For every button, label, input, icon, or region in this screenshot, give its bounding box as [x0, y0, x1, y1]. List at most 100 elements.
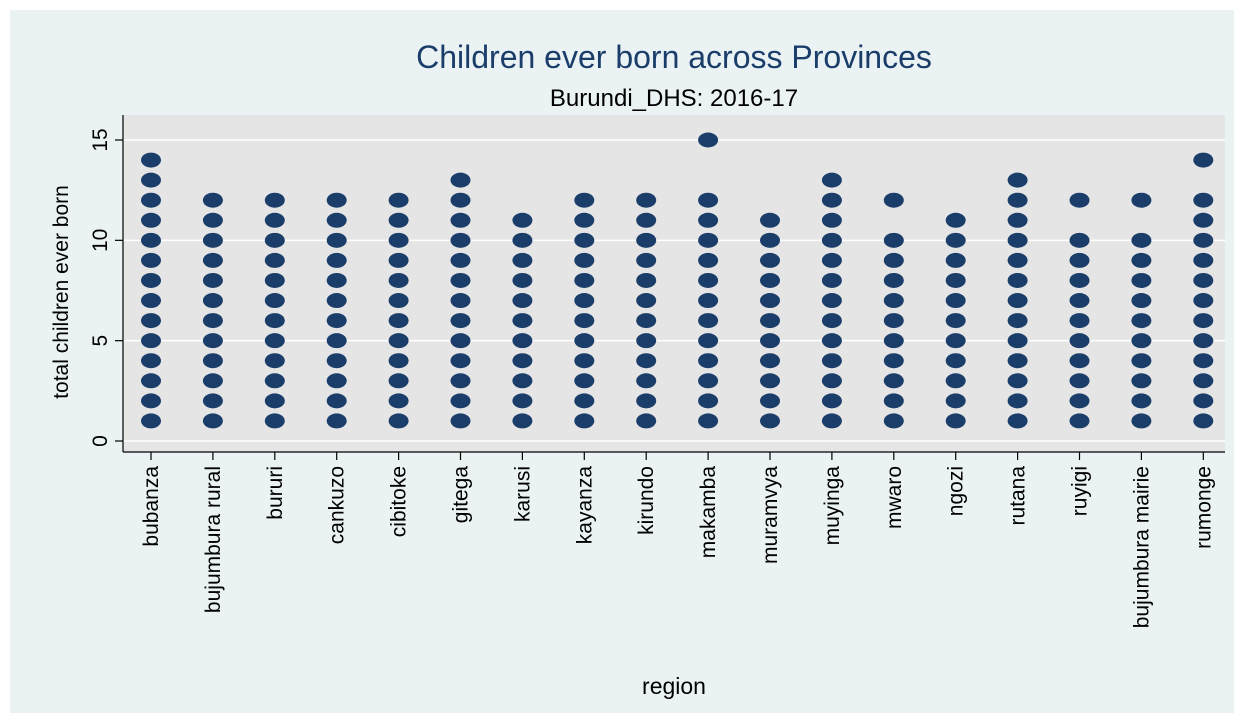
data-point [1131, 413, 1152, 429]
data-point [636, 353, 657, 369]
data-point [512, 252, 533, 268]
data-point [821, 212, 842, 228]
data-point [1007, 333, 1028, 349]
data-point [202, 333, 223, 349]
data-point [821, 393, 842, 409]
data-point [388, 232, 409, 248]
data-point [821, 413, 842, 429]
data-point [202, 212, 223, 228]
chart: 0 5 10 15 bubanza bujumbura rural bururi canku… [50, 39, 1225, 699]
chart-frame: 0 5 10 15 bubanza bujumbura rural bururi canku… [10, 10, 1234, 713]
data-point [760, 232, 780, 248]
data-point [1069, 333, 1090, 349]
data-point [821, 333, 842, 349]
data-point [760, 373, 780, 389]
y-axis: 0 5 10 15 [89, 115, 124, 452]
data-point [698, 132, 719, 148]
data-point [1069, 232, 1090, 248]
data-points [141, 132, 1214, 429]
data-point [636, 373, 657, 389]
data-point [202, 192, 223, 208]
data-point [883, 192, 904, 208]
data-point [450, 272, 471, 288]
x-tick-label: kirundo [635, 466, 658, 535]
data-point [1007, 293, 1028, 309]
data-point [698, 313, 719, 329]
data-point [945, 313, 966, 329]
y-tick-label: 15 [89, 128, 112, 151]
data-point [698, 212, 719, 228]
data-point [1069, 313, 1090, 329]
data-point [574, 212, 595, 228]
data-point [202, 373, 223, 389]
data-point [883, 313, 904, 329]
data-point [760, 212, 780, 228]
data-point [512, 353, 533, 369]
data-point [821, 272, 842, 288]
data-point [574, 373, 595, 389]
x-tick-label: mwaro [883, 466, 906, 529]
data-point [883, 393, 904, 409]
data-point [698, 192, 719, 208]
data-point [264, 373, 285, 389]
data-point [512, 373, 533, 389]
data-point [636, 393, 657, 409]
data-point [1193, 293, 1214, 309]
data-point [1193, 413, 1214, 429]
data-point [760, 313, 780, 329]
data-point [141, 373, 161, 389]
data-point [141, 232, 161, 248]
data-point [264, 333, 285, 349]
data-point [264, 212, 285, 228]
data-point [202, 293, 223, 309]
data-point [883, 232, 904, 248]
data-point [698, 353, 719, 369]
data-point [760, 333, 780, 349]
data-point [1007, 353, 1028, 369]
data-point [202, 272, 223, 288]
data-point [636, 212, 657, 228]
data-point [1007, 232, 1028, 248]
data-point [821, 232, 842, 248]
data-point [574, 413, 595, 429]
data-point [945, 413, 966, 429]
data-point [388, 293, 409, 309]
data-point [326, 393, 347, 409]
data-point [1007, 393, 1028, 409]
data-point [1007, 172, 1028, 188]
data-point [450, 353, 471, 369]
data-point [264, 393, 285, 409]
y-tick-label: 5 [89, 335, 112, 347]
data-point [512, 212, 533, 228]
data-point [821, 313, 842, 329]
y-axis-label: total children ever born [50, 185, 73, 399]
data-point [698, 252, 719, 268]
x-tick-label: muyinga [821, 466, 844, 546]
data-point [326, 353, 347, 369]
data-point [141, 252, 161, 268]
data-point [636, 232, 657, 248]
data-point [698, 333, 719, 349]
data-point [945, 272, 966, 288]
data-point [574, 252, 595, 268]
data-point [512, 313, 533, 329]
x-tick-label: gitega [450, 466, 473, 524]
data-point [512, 333, 533, 349]
data-point [326, 313, 347, 329]
data-point [512, 393, 533, 409]
data-point [1193, 232, 1214, 248]
data-point [264, 413, 285, 429]
data-point [698, 413, 719, 429]
data-point [760, 393, 780, 409]
data-point [574, 272, 595, 288]
data-point [1193, 353, 1214, 369]
data-point [388, 252, 409, 268]
data-point [388, 373, 409, 389]
data-point [1069, 413, 1090, 429]
x-axis-label: region [642, 673, 706, 699]
data-point [450, 373, 471, 389]
data-point [945, 353, 966, 369]
data-point [326, 232, 347, 248]
data-point [264, 252, 285, 268]
data-point [264, 192, 285, 208]
